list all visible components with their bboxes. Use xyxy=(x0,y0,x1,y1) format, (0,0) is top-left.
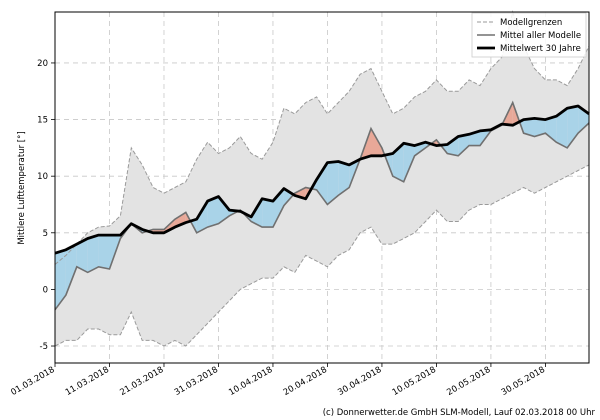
colder-deviation-fill xyxy=(403,143,415,182)
x-tick-label: 11.03.2018 xyxy=(64,365,111,398)
x-axis-ticks: 01.03.2018 11.03.2018 21.03.2018 31.03.2018… xyxy=(9,363,547,398)
lower-bound-line xyxy=(54,164,590,347)
y-tick-label: 15 xyxy=(37,116,48,126)
colder-deviation-fill xyxy=(196,201,208,233)
warmer-deviation-fill xyxy=(371,128,382,156)
x-tick-label: 10.05.2018 xyxy=(391,365,438,398)
colder-deviation-fill xyxy=(545,116,557,143)
legend-label-bounds: Modellgrenzen xyxy=(500,18,562,28)
colder-deviation-fill xyxy=(98,235,110,269)
credit-text: (c) Donnerwetter.de GmbH SLM-Modell, Lau… xyxy=(323,408,596,418)
x-tick-label: 30.04.2018 xyxy=(336,365,383,398)
deviation-fill-layer xyxy=(55,102,589,310)
x-tick-label: 20.04.2018 xyxy=(282,365,329,398)
y-tick-label: 5 xyxy=(43,229,48,239)
colder-deviation-fill xyxy=(55,249,66,310)
colder-deviation-fill xyxy=(65,244,77,296)
colder-deviation-fill xyxy=(207,196,219,228)
x-tick-label: 01.03.2018 xyxy=(9,365,56,398)
colder-deviation-fill xyxy=(534,118,546,137)
colder-deviation-fill xyxy=(76,238,88,273)
y-axis-title: Mittlere Lufttemperatur [°] xyxy=(17,131,27,244)
colder-deviation-fill xyxy=(327,161,339,205)
colder-deviation-fill xyxy=(458,134,470,156)
colder-deviation-fill xyxy=(338,161,350,196)
y-tick-label: -5 xyxy=(40,342,48,352)
legend: Modellgrenzen Mittel aller Modelle Mitte… xyxy=(471,12,587,58)
y-tick-label: 20 xyxy=(37,59,48,69)
x-tick-label: 10.04.2018 xyxy=(227,365,274,398)
colder-deviation-fill xyxy=(392,143,404,182)
colder-deviation-fill xyxy=(87,235,99,273)
plot-frame xyxy=(54,11,590,364)
colder-deviation-fill xyxy=(316,162,328,205)
colder-deviation-fill xyxy=(523,118,535,137)
colder-deviation-fill xyxy=(262,198,273,228)
colder-deviation-fill xyxy=(567,106,579,148)
series-lines-layer xyxy=(54,10,590,347)
x-tick-label: 21.03.2018 xyxy=(118,365,165,398)
legend-label-mean-30y: Mittelwert 30 Jahre xyxy=(500,44,581,54)
climate-mean-line xyxy=(54,104,590,255)
colder-deviation-fill xyxy=(556,108,568,148)
x-tick-label: 30.05.2018 xyxy=(500,365,547,398)
y-tick-label: 0 xyxy=(43,285,48,295)
x-tick-label: 31.03.2018 xyxy=(173,365,220,398)
upper-bound-line xyxy=(54,10,590,265)
colder-deviation-fill xyxy=(283,188,294,206)
legend-label-mean-models: Mittel aller Modelle xyxy=(500,31,581,41)
colder-deviation-fill xyxy=(447,136,459,156)
y-tick-label: 10 xyxy=(37,172,48,182)
x-tick-label: 20.05.2018 xyxy=(445,365,492,398)
y-axis-ticks: -5 0 5 10 15 20 xyxy=(37,59,55,352)
